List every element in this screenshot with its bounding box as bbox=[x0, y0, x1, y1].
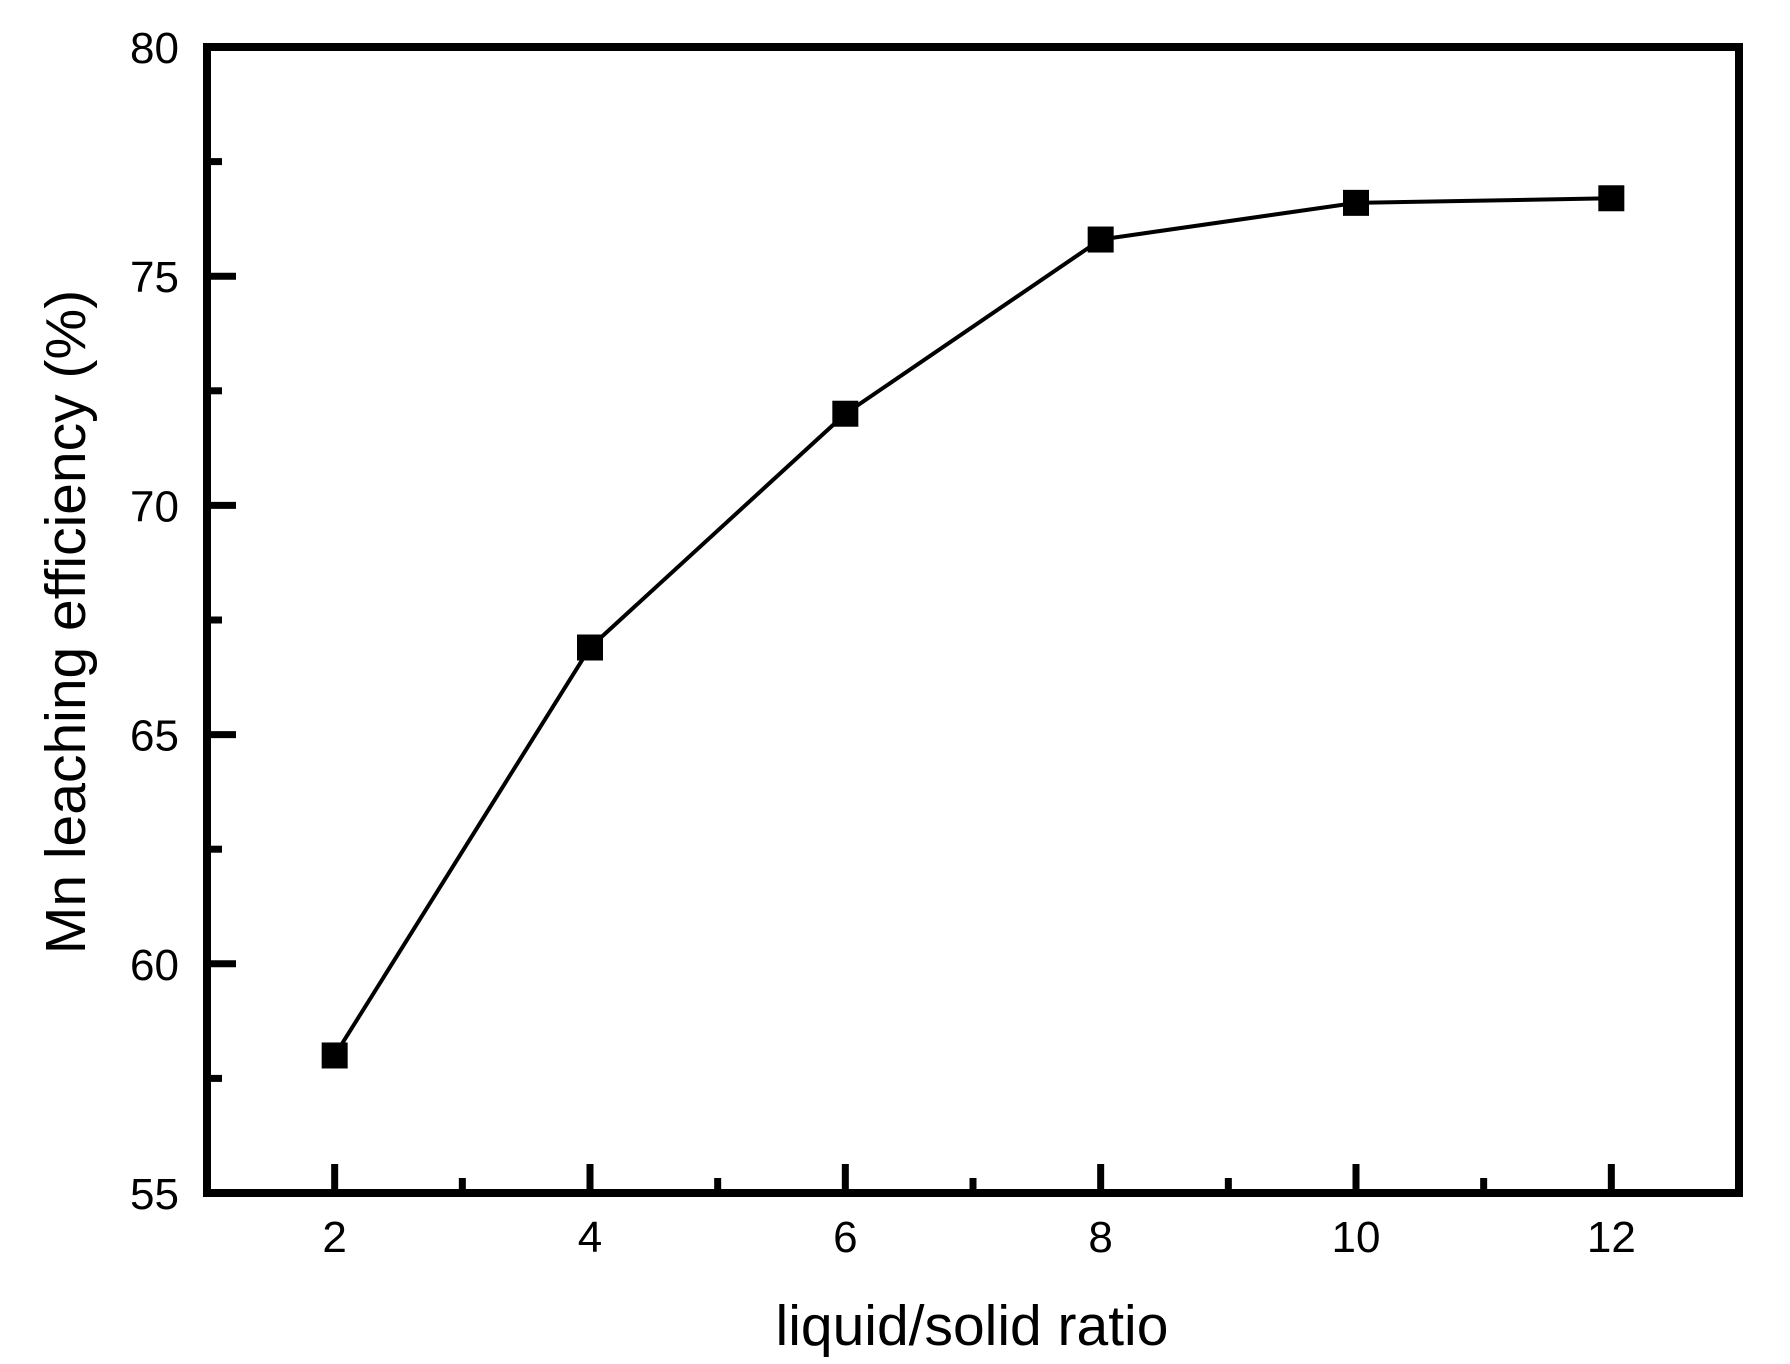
data-point-marker bbox=[1087, 226, 1114, 253]
y-tick-label: 60 bbox=[130, 941, 179, 990]
x-tick-label: 2 bbox=[322, 1213, 346, 1262]
plot-area: 2 4 6 8 10 12 55 60 65 70 75 80 bbox=[130, 24, 1743, 1262]
data-point-marker bbox=[1343, 189, 1369, 216]
y-axis-title: Mn leaching efficiency (%) bbox=[34, 290, 98, 954]
data-point-marker bbox=[832, 400, 859, 427]
data-point-marker bbox=[321, 1042, 348, 1069]
x-tick-label: 4 bbox=[578, 1213, 602, 1262]
y-tick-label: 55 bbox=[130, 1170, 179, 1219]
x-tick-label: 12 bbox=[1587, 1213, 1636, 1262]
x-tick-label: 10 bbox=[1332, 1213, 1381, 1262]
data-point-marker bbox=[577, 634, 603, 661]
y-tick-label: 70 bbox=[130, 482, 179, 531]
y-tick-label: 65 bbox=[130, 712, 179, 761]
data-point-marker bbox=[1598, 185, 1625, 212]
y-tick-label: 80 bbox=[130, 24, 179, 73]
x-axis-title: liquid/solid ratio bbox=[776, 1294, 1169, 1358]
x-tick-label: 6 bbox=[833, 1213, 857, 1262]
x-tick-label: 8 bbox=[1088, 1213, 1112, 1262]
data-series-line bbox=[332, 196, 1612, 1057]
plot-frame bbox=[203, 43, 1743, 1197]
y-tick-label: 75 bbox=[130, 253, 179, 302]
